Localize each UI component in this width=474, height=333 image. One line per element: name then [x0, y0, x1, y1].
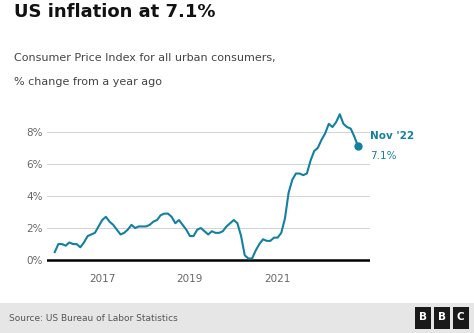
FancyBboxPatch shape: [415, 307, 431, 329]
Text: C: C: [457, 312, 465, 322]
Text: Nov '22: Nov '22: [370, 131, 414, 141]
Text: US inflation at 7.1%: US inflation at 7.1%: [14, 3, 216, 21]
FancyBboxPatch shape: [434, 307, 450, 329]
FancyBboxPatch shape: [453, 307, 469, 329]
Text: % change from a year ago: % change from a year ago: [14, 77, 162, 87]
Text: Source: US Bureau of Labor Statistics: Source: US Bureau of Labor Statistics: [9, 313, 178, 323]
Text: B: B: [419, 312, 427, 322]
Text: Consumer Price Index for all urban consumers,: Consumer Price Index for all urban consu…: [14, 53, 276, 63]
Text: 7.1%: 7.1%: [370, 151, 396, 161]
Text: B: B: [438, 312, 446, 322]
